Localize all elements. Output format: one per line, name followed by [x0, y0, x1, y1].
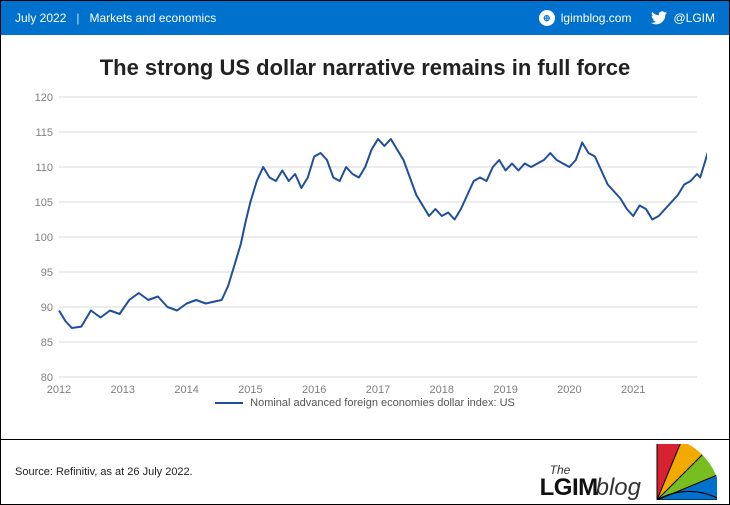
logo-text: The LGIMblog [540, 464, 641, 500]
svg-text:90: 90 [41, 302, 53, 314]
svg-text:110: 110 [35, 162, 53, 174]
twitter-icon [651, 11, 667, 25]
brand-logo: The LGIMblog [540, 444, 717, 500]
header-separator: | [76, 11, 79, 25]
line-chart: 80 85 90 95 100 105 110 115 120 2012 2013 2014 2015 2… [25, 91, 707, 401]
svg-text:2015: 2015 [238, 384, 262, 396]
svg-text:80: 80 [41, 372, 53, 384]
chart-title: The strong US dollar narrative remains i… [1, 55, 729, 81]
svg-text:115: 115 [35, 127, 53, 139]
svg-text:85: 85 [41, 337, 53, 349]
chart-area: 80 85 90 95 100 105 110 115 120 2012 2013 2014 2015 2… [25, 91, 707, 401]
svg-text:2014: 2014 [174, 384, 198, 396]
footer-bar: Source: Refinitiv, as at 26 July 2022. T… [1, 439, 729, 504]
svg-text:2016: 2016 [302, 384, 326, 396]
legend-swatch [215, 402, 243, 404]
twitter-handle: @LGIM [673, 11, 715, 25]
source-text: Source: Refinitiv, as at 26 July 2022. [15, 466, 193, 478]
chart-legend: Nominal advanced foreign economies dolla… [1, 397, 729, 409]
site-link-label: lgimblog.com [561, 11, 632, 25]
svg-text:2019: 2019 [493, 384, 517, 396]
globe-icon: ⊕ [539, 10, 555, 26]
svg-text:2017: 2017 [366, 384, 390, 396]
header-bar: July 2022 | Markets and economics ⊕ lgim… [1, 1, 729, 35]
svg-text:100: 100 [35, 232, 53, 244]
umbrella-icon [647, 444, 717, 500]
svg-text:2018: 2018 [430, 384, 454, 396]
header-category: Markets and economics [90, 11, 217, 25]
svg-text:95: 95 [41, 267, 53, 279]
legend-label: Nominal advanced foreign economies dolla… [250, 397, 515, 409]
svg-text:2012: 2012 [47, 384, 71, 396]
svg-text:105: 105 [35, 197, 53, 209]
svg-text:2020: 2020 [557, 384, 581, 396]
site-link[interactable]: ⊕ lgimblog.com [539, 10, 632, 26]
svg-text:2013: 2013 [111, 384, 135, 396]
svg-text:120: 120 [35, 92, 53, 104]
svg-text:2021: 2021 [621, 384, 645, 396]
logo-blog: blog [596, 474, 641, 501]
header-date: July 2022 [15, 11, 66, 25]
twitter-link[interactable]: @LGIM [651, 11, 715, 25]
logo-main: LGIM [540, 474, 598, 501]
